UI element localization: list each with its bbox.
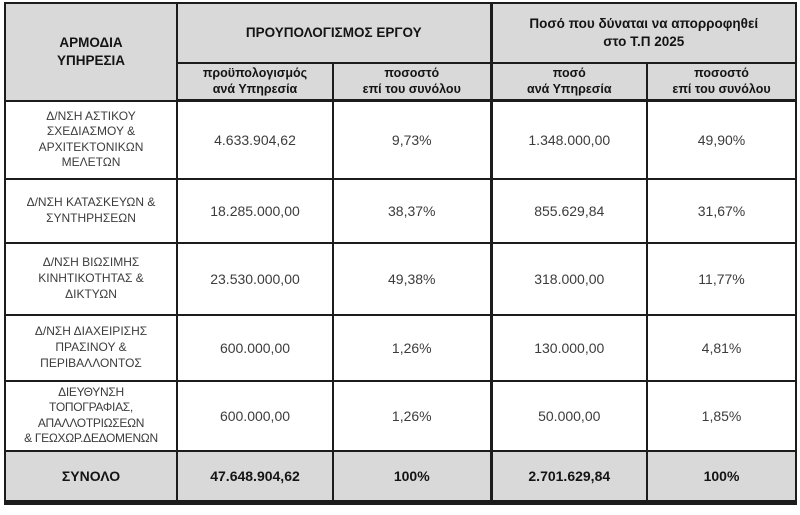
service-name-cell: Δ/ΝΣΗ ΒΙΩΣΙΜΗΣ ΚΙΝΗΤΙΚΟΤΗΤΑΣ & ΔΙΚΤΥΩΝ (4, 241, 178, 316)
header-cell-absorbable-2025-group: Ποσό που δύναται να απορροφηθεί στο Τ.Π … (489, 2, 798, 64)
absorb-amount-cell: 855.629,84 (489, 177, 649, 244)
absorb-percent-cell: 1,85% (646, 379, 798, 452)
budget-percent-cell: 1,26% (331, 379, 493, 452)
total-budget-percent-cell: 100% (331, 449, 493, 506)
subheader-cell-pct-of-total-budget: ποσοστό επί του συνόλου (331, 62, 493, 103)
table-row: Δ/ΝΣΗ ΑΣΤΙΚΟΥ ΣΧΕΔΙΑΣΜΟΥ & ΑΡΧΙΤΕΚΤΟΝΙΚΩ… (4, 99, 798, 180)
total-absorb-percent-cell: 100% (646, 449, 798, 506)
budget-percent-cell: 38,37% (331, 177, 493, 244)
total-row: ΣΥΝΟΛΟ 47.648.904,62 100% 2.701.629,84 1… (4, 449, 798, 506)
budget-percent-cell: 1,26% (331, 313, 493, 382)
budget-percent-cell: 9,73% (331, 99, 493, 180)
header-cell-project-budget-group: ΠΡΟΥΠΟΛΟΓΙΣΜΟΣ ΕΡΓΟΥ (175, 2, 493, 64)
total-budget-amount-cell: 47.648.904,62 (176, 449, 334, 506)
absorb-percent-cell: 31,67% (646, 177, 798, 244)
budget-amount-cell: 4.633.904,62 (176, 99, 334, 180)
table-row: Δ/ΝΣΗ ΔΙΑΧΕΙΡΙΣΗΣ ΠΡΑΣΙΝΟΥ & ΠΕΡΙΒΑΛΛΟΝΤ… (4, 313, 798, 382)
table-row: Δ/ΝΣΗ ΚΑΤΑΣΚΕΥΩΝ & ΣΥΝΤΗΡΗΣΕΩΝ 18.285.00… (4, 177, 798, 244)
budget-table: ΑΡΜΟΔΙΑ ΥΠΗΡΕΣΙΑ ΠΡΟΥΠΟΛΟΓΙΣΜΟΣ ΕΡΓΟΥ Πο… (4, 2, 798, 506)
budget-amount-cell: 600.000,00 (176, 379, 334, 452)
service-name-cell: ΔΙΕΥΘΥΝΣΗ ΤΟΠΟΓΡΑΦΙΑΣ, ΑΠΑΛΛΟΤΡΙΩΣΕΩΝ & … (4, 379, 178, 452)
absorb-percent-cell: 4,81% (646, 313, 798, 382)
absorb-amount-cell: 318.000,00 (489, 241, 649, 316)
service-name-cell: Δ/ΝΣΗ ΔΙΑΧΕΙΡΙΣΗΣ ΠΡΑΣΙΝΟΥ & ΠΕΡΙΒΑΛΛΟΝΤ… (4, 313, 178, 382)
table-row: Δ/ΝΣΗ ΒΙΩΣΙΜΗΣ ΚΙΝΗΤΙΚΟΤΗΤΑΣ & ΔΙΚΤΥΩΝ 2… (4, 241, 798, 316)
budget-amount-cell: 18.285.000,00 (176, 177, 334, 244)
subheader-cell-pct-of-total-absorb: ποσοστό επί του συνόλου (646, 62, 798, 103)
budget-amount-cell: 600.000,00 (176, 313, 334, 382)
service-name-cell: Δ/ΝΣΗ ΑΣΤΙΚΟΥ ΣΧΕΔΙΑΣΜΟΥ & ΑΡΧΙΤΕΚΤΟΝΙΚΩ… (4, 99, 178, 180)
table-row: ΔΙΕΥΘΥΝΣΗ ΤΟΠΟΓΡΑΦΙΑΣ, ΑΠΑΛΛΟΤΡΙΩΣΕΩΝ & … (4, 379, 798, 452)
budget-amount-cell: 23.530.000,00 (176, 241, 334, 316)
absorb-percent-cell: 11,77% (646, 241, 798, 316)
budget-percent-cell: 49,38% (331, 241, 493, 316)
absorb-amount-cell: 1.348.000,00 (489, 99, 649, 180)
absorb-amount-cell: 130.000,00 (489, 313, 649, 382)
absorb-amount-cell: 50.000,00 (489, 379, 649, 452)
total-label-cell: ΣΥΝΟΛΟ (4, 449, 178, 506)
service-name-cell: Δ/ΝΣΗ ΚΑΤΑΣΚΕΥΩΝ & ΣΥΝΤΗΡΗΣΕΩΝ (4, 177, 178, 244)
header-cell-service: ΑΡΜΟΔΙΑ ΥΠΗΡΕΣΙΑ (4, 2, 178, 102)
total-absorb-amount-cell: 2.701.629,84 (489, 449, 649, 506)
subheader-cell-budget-per-service: προϋπολογισμός ανά Υπηρεσία (176, 62, 334, 103)
subheader-cell-amount-per-service: ποσό ανά Υπηρεσία (489, 62, 649, 103)
absorb-percent-cell: 49,90% (646, 99, 798, 180)
table-header: ΑΡΜΟΔΙΑ ΥΠΗΡΕΣΙΑ ΠΡΟΥΠΟΛΟΓΙΣΜΟΣ ΕΡΓΟΥ Πο… (4, 2, 798, 103)
